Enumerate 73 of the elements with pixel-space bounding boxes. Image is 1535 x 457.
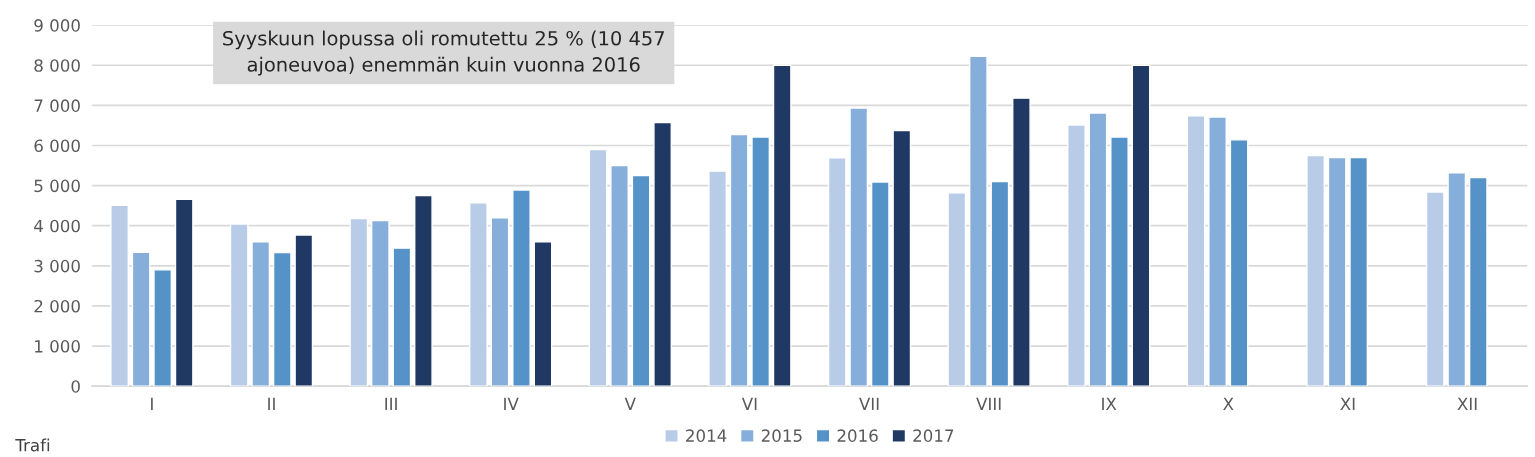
bar	[610, 164, 629, 387]
bar	[469, 202, 488, 387]
x-tick-label: VIII	[976, 397, 1001, 410]
x-tick-label: VII	[859, 397, 879, 410]
bar	[392, 247, 412, 387]
bar	[772, 64, 792, 387]
y-tick-label: 6 000	[34, 139, 80, 153]
bar	[1186, 115, 1206, 387]
bar	[1131, 64, 1151, 387]
y-tick-label: 8 000	[34, 59, 80, 72]
bar	[751, 136, 771, 387]
legend-label: 2016	[837, 429, 878, 442]
x-tick-label: V	[624, 397, 636, 410]
bar	[1327, 156, 1347, 387]
bar	[294, 234, 314, 387]
x-tick-label: XII	[1457, 397, 1477, 410]
y-tick-label: 9 000	[34, 19, 80, 32]
bar	[414, 194, 433, 387]
bar	[110, 204, 129, 387]
bar	[849, 107, 869, 387]
bar	[947, 192, 967, 387]
x-tick-label: I	[151, 397, 153, 410]
bar	[272, 251, 292, 387]
bar	[870, 181, 890, 387]
bar	[1208, 116, 1227, 387]
y-tick-label: 4 000	[34, 219, 80, 233]
annotation: Syyskuun lopussa oli romutettu 25 % (10 457 ajoneuvoa) enemmän kuin vuonna 2016	[223, 30, 664, 76]
y-tick-label: 0	[71, 380, 80, 393]
text: Trafi	[15, 438, 50, 452]
bar	[131, 251, 151, 387]
bar	[1088, 112, 1108, 387]
x-tick-label: XI	[1340, 397, 1355, 410]
x-tick-label: VI	[741, 397, 757, 410]
bar	[1468, 176, 1488, 387]
bar	[1447, 172, 1467, 387]
bar	[251, 241, 271, 387]
y-tick-label: 2 000	[34, 299, 80, 313]
bar	[1110, 136, 1129, 387]
bar	[512, 189, 531, 387]
bar	[1229, 139, 1249, 387]
bar	[1012, 97, 1031, 387]
x-tick-label: IV	[504, 397, 519, 410]
bar	[708, 170, 727, 387]
bar	[653, 121, 672, 387]
legend-label: 2015	[761, 429, 802, 442]
x-tick-label: X	[1223, 397, 1234, 410]
x-tick-label: III	[385, 397, 397, 410]
legend-label: 2014	[686, 429, 727, 442]
bar	[1425, 191, 1445, 387]
x-tick-label: II	[268, 397, 275, 410]
bar	[892, 129, 912, 387]
bar	[1349, 156, 1369, 387]
bar	[588, 148, 608, 387]
bar	[153, 269, 173, 387]
y-tick-label: 5 000	[34, 179, 80, 193]
bar	[229, 223, 249, 387]
bar	[968, 55, 988, 387]
y-tick-label: 3 000	[34, 259, 80, 273]
x-tick-label: IX	[1102, 397, 1117, 410]
bar	[1306, 154, 1325, 387]
y-tick-label: 1 000	[35, 340, 80, 353]
bar	[1067, 124, 1086, 387]
bar	[490, 216, 510, 387]
y-tick-label: 7 000	[34, 99, 80, 112]
legend-label: 2017	[913, 429, 954, 442]
bar	[370, 219, 390, 387]
bar	[990, 180, 1010, 387]
bar	[827, 157, 847, 387]
bar	[174, 198, 194, 387]
bar	[729, 133, 749, 387]
bar	[349, 217, 369, 387]
bar	[631, 174, 651, 387]
bar	[533, 241, 553, 387]
